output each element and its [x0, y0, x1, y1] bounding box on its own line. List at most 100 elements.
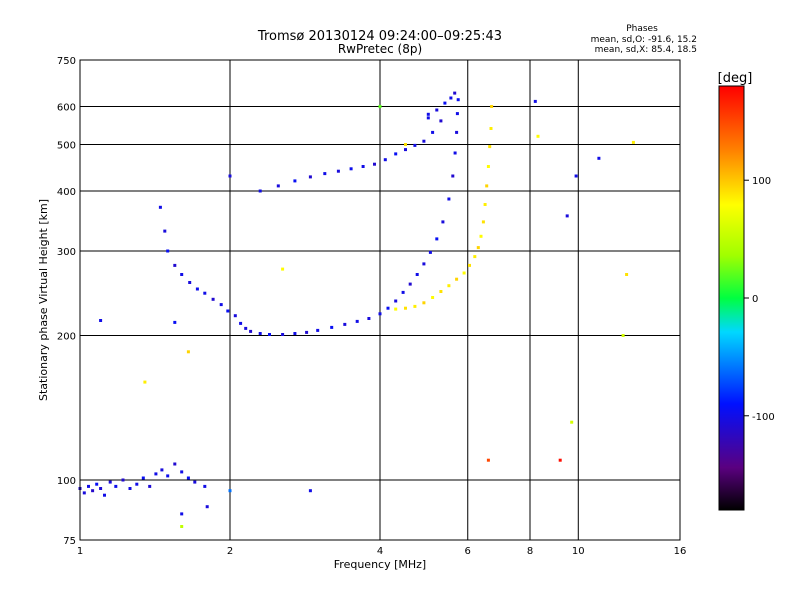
data-point — [349, 167, 353, 171]
y-tick-label: 100 — [57, 476, 76, 487]
y-tick-label: 75 — [63, 536, 76, 547]
data-point — [82, 491, 86, 495]
data-point — [143, 380, 147, 384]
data-point — [323, 172, 327, 176]
data-point — [211, 297, 215, 301]
data-point — [166, 474, 170, 478]
data-point — [441, 220, 445, 224]
data-point — [186, 476, 190, 480]
data-point — [386, 306, 390, 310]
data-point — [226, 309, 230, 313]
y-tick-label: 400 — [57, 187, 76, 198]
data-point — [180, 273, 184, 276]
chart-title: Tromsø 20130124 09:24:00–09:25:43 — [257, 29, 502, 44]
data-point — [476, 246, 480, 250]
data-point — [186, 350, 190, 354]
data-point — [95, 482, 99, 486]
data-point — [383, 158, 387, 162]
data-point — [449, 96, 453, 100]
data-point — [293, 332, 297, 335]
data-point — [536, 134, 540, 138]
data-point — [443, 101, 447, 105]
data-point — [565, 214, 569, 218]
data-point — [447, 197, 451, 201]
data-point — [195, 287, 199, 291]
data-point — [404, 306, 407, 310]
data-point — [415, 273, 419, 276]
data-point — [435, 237, 439, 241]
data-point — [394, 299, 398, 303]
data-point — [404, 143, 407, 146]
data-point — [180, 512, 184, 516]
data-point — [447, 284, 451, 288]
data-point — [203, 484, 207, 488]
data-point — [233, 314, 237, 318]
data-point — [490, 105, 494, 108]
x-tick-label: 4 — [377, 546, 383, 557]
data-point — [91, 489, 95, 493]
data-point — [228, 489, 232, 493]
phase-stats: Phases mean, sd,O: -91.6, 15.2 mean, sd,… — [591, 24, 697, 55]
data-point — [422, 301, 426, 305]
data-point — [483, 203, 487, 206]
data-point — [330, 325, 334, 329]
data-point — [121, 478, 125, 482]
data-point — [160, 468, 164, 472]
data-point — [249, 329, 253, 333]
data-point — [308, 489, 312, 493]
phase-stats-heading: Phases — [626, 24, 658, 34]
data-point — [455, 277, 459, 281]
data-point — [597, 156, 601, 160]
data-point — [570, 420, 574, 424]
colorbar-tick-label: -100 — [752, 412, 775, 423]
data-point — [533, 99, 537, 103]
data-point — [193, 480, 197, 484]
data-point — [343, 322, 347, 326]
colorbar-ticks: 100 0 -100 — [744, 176, 775, 423]
data-point — [154, 472, 158, 476]
data-point — [422, 262, 426, 266]
data-point — [180, 525, 184, 528]
data-point — [128, 487, 132, 490]
data-point — [163, 229, 167, 233]
data-point — [428, 250, 432, 254]
data-point — [456, 98, 460, 102]
data-point — [485, 184, 489, 188]
colorbar-tick-label: 100 — [752, 176, 771, 187]
data-point — [431, 296, 435, 299]
chart-subtitle: RwPretec (8p) — [338, 42, 422, 56]
data-point — [394, 307, 398, 311]
data-point — [173, 320, 177, 324]
data-point — [422, 139, 426, 143]
data-point — [141, 476, 145, 480]
data-point — [205, 505, 209, 509]
data-point — [355, 319, 359, 323]
data-point — [481, 220, 485, 224]
data-point — [103, 493, 106, 497]
data-point — [180, 470, 184, 474]
data-point — [468, 263, 471, 267]
data-point — [394, 152, 398, 156]
gridlines — [80, 60, 680, 540]
data-point — [244, 326, 248, 330]
colorbar-gradient — [718, 85, 745, 511]
data-point — [413, 143, 417, 147]
data-point — [453, 91, 457, 95]
x-tick-label: 2 — [227, 546, 233, 557]
y-tick-label: 500 — [57, 141, 76, 152]
data-point — [281, 267, 285, 271]
data-point — [455, 130, 459, 134]
data-point — [99, 319, 103, 322]
data-point — [148, 484, 152, 488]
data-point — [87, 484, 90, 488]
data-point — [625, 273, 629, 276]
colorbar-tick-label: 0 — [752, 294, 758, 305]
data-point — [378, 105, 382, 108]
data-point — [486, 165, 490, 168]
data-point — [258, 189, 262, 193]
data-point — [228, 174, 232, 178]
data-point — [621, 334, 625, 337]
data-point — [462, 271, 466, 275]
data-point — [135, 482, 139, 486]
